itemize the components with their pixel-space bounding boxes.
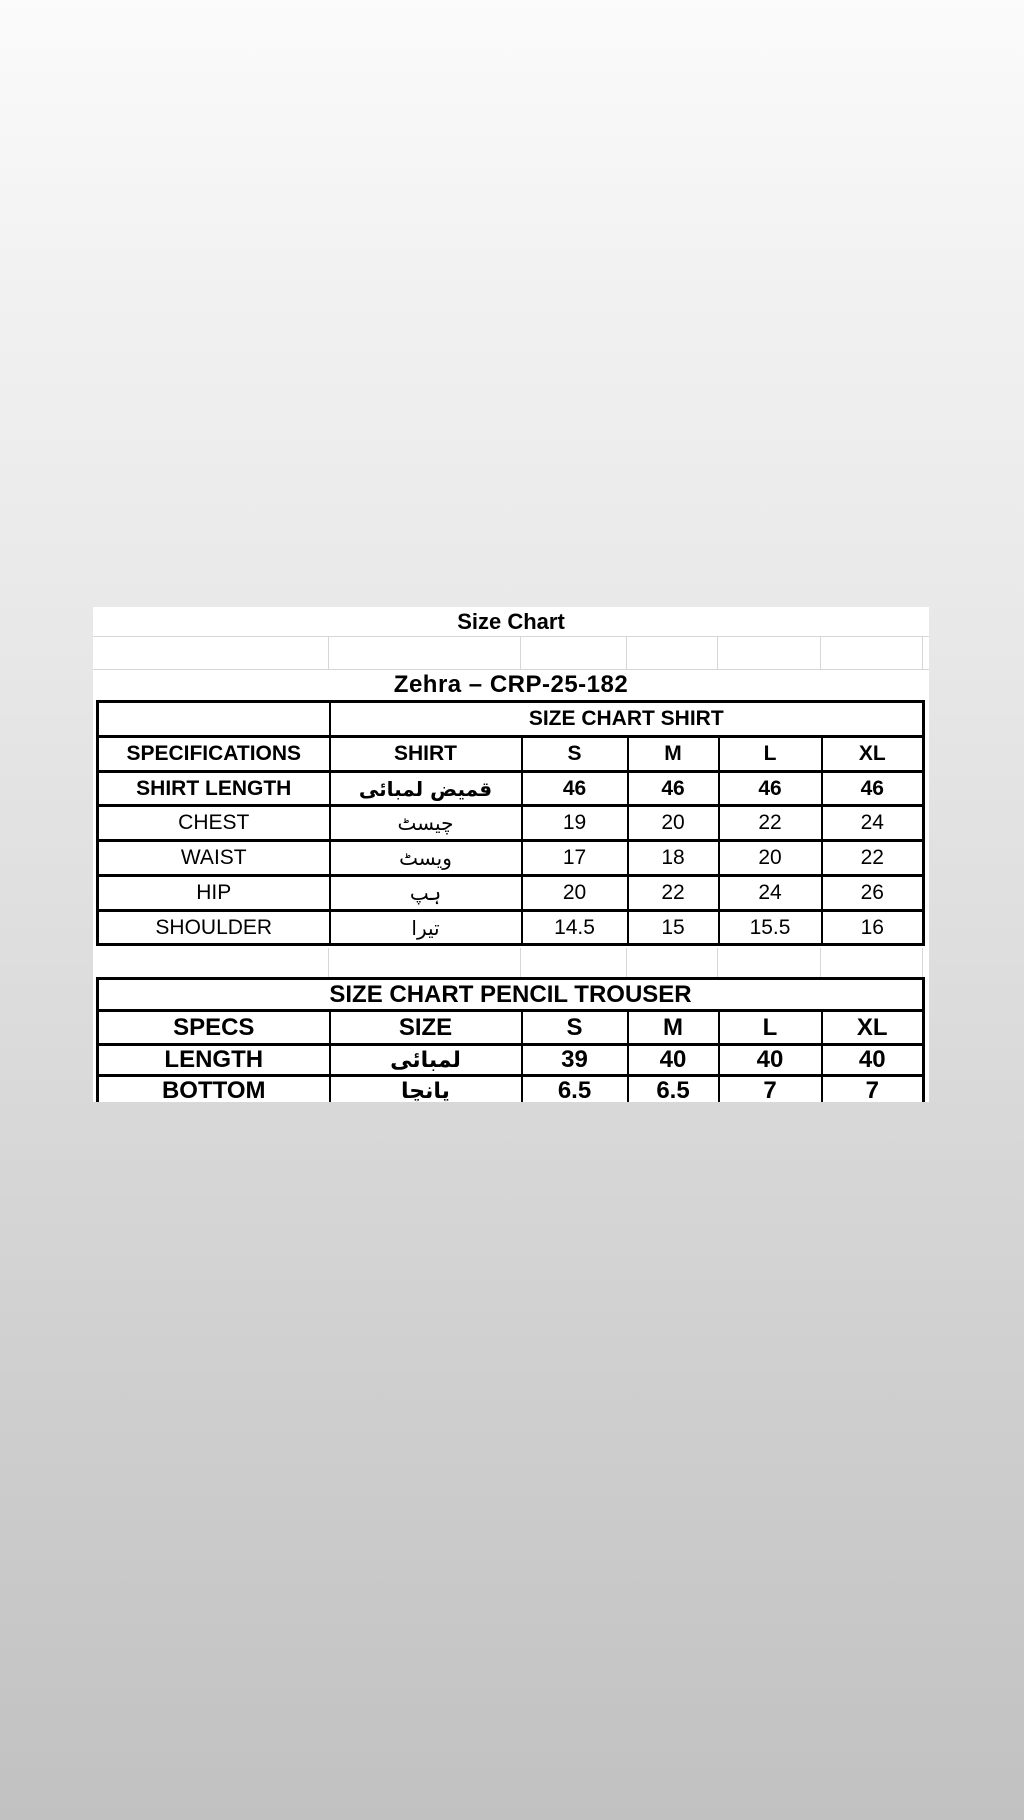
gridline-vertical [626, 948, 627, 977]
spec-cell: SHIRT LENGTH [96, 770, 331, 807]
urdu-label-cell: ہپ [328, 874, 523, 912]
shirt-header-row: SPECIFICATIONS SHIRT S M L XL [96, 735, 925, 773]
spec-cell: CHEST [96, 804, 331, 842]
size-value-cell: 6.5 [626, 1074, 720, 1102]
sheet-title: Size Chart [457, 608, 565, 634]
size-value-cell: 7 [717, 1074, 823, 1102]
urdu-label-cell: ویسٹ [328, 839, 523, 877]
size-value-cell: 24 [717, 874, 823, 912]
table-row: WAIST ویسٹ 17 18 20 22 [96, 839, 925, 877]
spec-cell: LENGTH [96, 1043, 331, 1077]
header-cell: SHIRT [328, 735, 523, 773]
gridline-vertical [328, 637, 329, 669]
size-value-cell: 40 [626, 1043, 720, 1077]
product-code-row: Zehra – CRP-25-182 [93, 670, 929, 700]
size-value-cell: 22 [820, 839, 925, 877]
header-cell: SPECIFICATIONS [96, 735, 331, 773]
gridline-vertical [820, 948, 821, 977]
size-value-cell: 16 [820, 909, 925, 946]
header-cell: L [717, 735, 823, 773]
table-row: SHOULDER تیرا 14.5 15 15.5 16 [96, 909, 925, 946]
gridline-vertical [626, 637, 627, 669]
gridline-vertical [717, 637, 718, 669]
header-cell: S [520, 735, 629, 773]
table-row: BOTTOM پانچا 6.5 6.5 7 7 [96, 1074, 925, 1102]
size-value-cell: 40 [820, 1043, 925, 1077]
urdu-label-cell: قمیض لمبائی [328, 770, 523, 807]
size-value-cell: 46 [520, 770, 629, 807]
table-row: HIP ہپ 20 22 24 26 [96, 874, 925, 912]
product-code: Zehra – CRP-25-182 [393, 671, 629, 698]
size-value-cell: 20 [626, 804, 720, 842]
gridline-vertical [328, 948, 329, 977]
size-value-cell: 14.5 [520, 909, 629, 946]
gridline-vertical [717, 948, 718, 977]
spec-cell: WAIST [96, 839, 331, 877]
spec-cell: SHOULDER [96, 909, 331, 946]
gridline-vertical [520, 948, 521, 977]
table-row: CHEST چیسٹ 19 20 22 24 [96, 804, 925, 842]
size-value-cell: 6.5 [520, 1074, 629, 1102]
spec-cell: HIP [96, 874, 331, 912]
gridline-vertical [922, 948, 923, 977]
size-value-cell: 46 [820, 770, 925, 807]
gridline-vertical [922, 637, 923, 669]
trouser-header-row: SPECS SIZE S M L XL [96, 1009, 925, 1046]
size-value-cell: 7 [820, 1074, 925, 1102]
shirt-section-title: SIZE CHART SHIRT [328, 700, 925, 738]
trouser-section-row: SIZE CHART PENCIL TROUSER [96, 977, 925, 1012]
size-value-cell: 22 [717, 804, 823, 842]
shirt-size-table: SIZE CHART SHIRT SPECIFICATIONS SHIRT S … [96, 700, 925, 946]
header-cell: M [626, 1009, 720, 1046]
header-cell: M [626, 735, 720, 773]
size-value-cell: 39 [520, 1043, 629, 1077]
empty-corner-cell [96, 700, 331, 738]
trouser-section-title: SIZE CHART PENCIL TROUSER [96, 977, 925, 1012]
size-value-cell: 26 [820, 874, 925, 912]
table-row: LENGTH لمبائی 39 40 40 40 [96, 1043, 925, 1077]
size-value-cell: 22 [626, 874, 720, 912]
header-cell: XL [820, 735, 925, 773]
urdu-label-cell: پانچا [328, 1074, 523, 1102]
size-value-cell: 15.5 [717, 909, 823, 946]
urdu-label-cell: چیسٹ [328, 804, 523, 842]
gridline-vertical [820, 637, 821, 669]
size-value-cell: 46 [626, 770, 720, 807]
urdu-label-cell: لمبائی [328, 1043, 523, 1077]
size-value-cell: 20 [520, 874, 629, 912]
size-value-cell: 40 [717, 1043, 823, 1077]
gap-grid-row [93, 948, 929, 977]
header-cell: S [520, 1009, 629, 1046]
size-value-cell: 17 [520, 839, 629, 877]
size-value-cell: 15 [626, 909, 720, 946]
sheet-title-row: Size Chart [93, 607, 929, 637]
urdu-label-cell: تیرا [328, 909, 523, 946]
shirt-section-row: SIZE CHART SHIRT [96, 700, 925, 738]
header-cell: SPECS [96, 1009, 331, 1046]
spreadsheet-area: Size Chart Zehra – CRP-25-182 SIZE CHART… [93, 607, 929, 1102]
header-cell: XL [820, 1009, 925, 1046]
size-value-cell: 20 [717, 839, 823, 877]
size-value-cell: 46 [717, 770, 823, 807]
trouser-size-table: SIZE CHART PENCIL TROUSER SPECS SIZE S M… [96, 977, 925, 1102]
gridline-vertical [520, 637, 521, 669]
spec-cell: BOTTOM [96, 1074, 331, 1102]
size-value-cell: 24 [820, 804, 925, 842]
size-value-cell: 18 [626, 839, 720, 877]
table-row: SHIRT LENGTH قمیض لمبائی 46 46 46 46 [96, 770, 925, 807]
header-cell: SIZE [328, 1009, 523, 1046]
size-value-cell: 19 [520, 804, 629, 842]
header-cell: L [717, 1009, 823, 1046]
empty-grid-row [93, 637, 929, 670]
